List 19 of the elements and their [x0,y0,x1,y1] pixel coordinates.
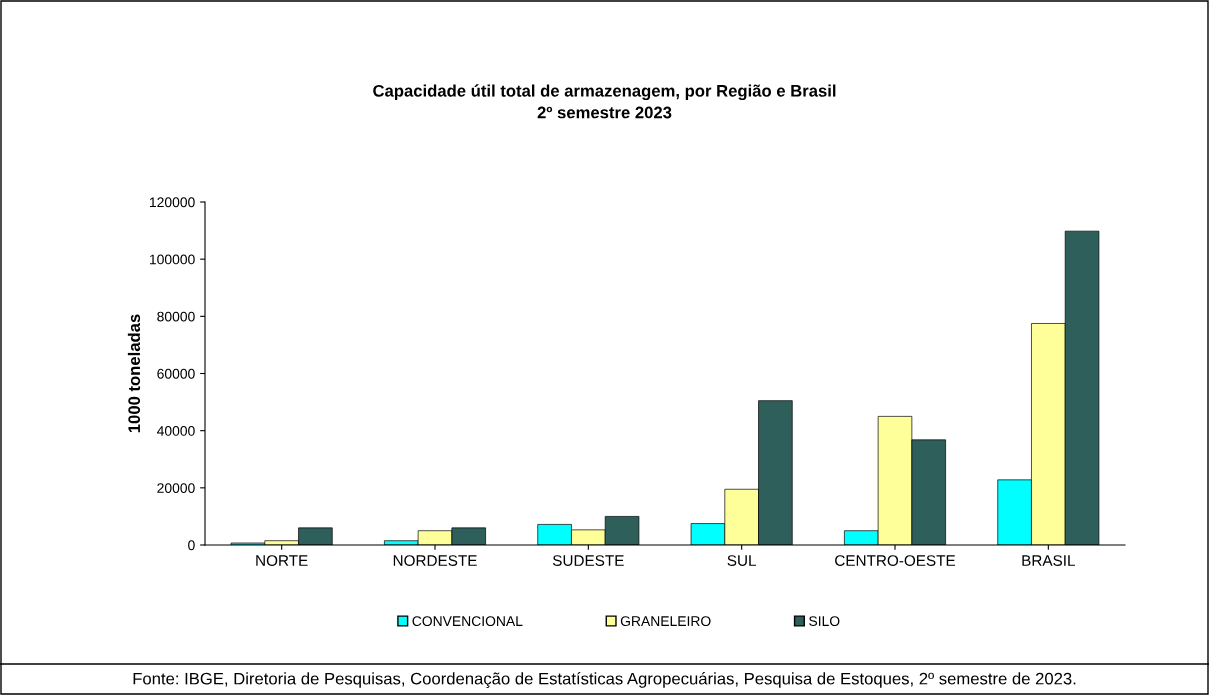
x-tick-label: CENTRO-OESTE [835,555,956,566]
legend-label: CONVENCIONAL [412,616,523,627]
chart-title: Capacidade útil total de armazenagem, por Região e Brasil 2º semestre 2023 [373,84,836,119]
y-tick-label: 20000 [157,483,195,493]
y-axis-title: 1000 toneladas [127,314,141,433]
y-tick-label: 0 [188,540,195,551]
y-tick-label: 60000 [157,368,195,379]
x-tick-label: SUDESTE [552,555,624,566]
legend-label: GRANELEIRO [620,616,711,627]
legend-label: SILO [809,616,840,627]
x-tick-label: NORDESTE [393,555,477,566]
x-tick-label: BRASIL [1022,555,1075,566]
y-tick-label: 100000 [150,254,195,265]
y-tick-label: 80000 [157,311,195,322]
y-tick-label: 40000 [156,426,195,436]
x-tick-label: SUL [727,555,757,566]
x-tick-label: NORTE [256,555,308,566]
source-note: Fonte: IBGE, Diretoria de Pesquisas, Coordenação de Estatísticas Agropecuárias, Pesquisa de Estoques, 2º semestre de 2023. [133,672,1076,688]
y-tick-label: 120000 [150,197,195,208]
